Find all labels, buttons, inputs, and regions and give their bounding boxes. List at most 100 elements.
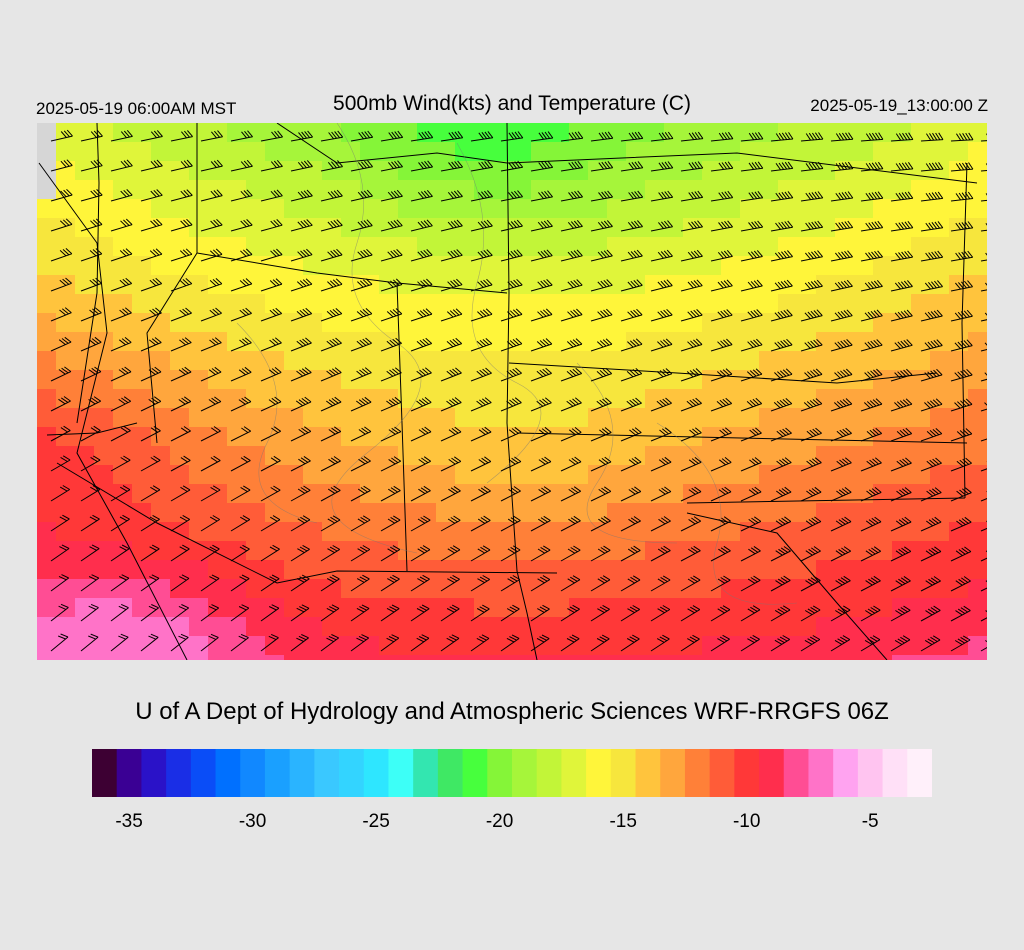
temperature-cell [683, 389, 703, 409]
temperature-cell [227, 351, 247, 371]
temperature-cell [455, 389, 475, 409]
temperature-cell [284, 446, 304, 466]
temperature-cell [246, 427, 266, 447]
temperature-cell [246, 598, 266, 618]
wind-barb [530, 308, 553, 322]
temperature-cell [398, 275, 418, 295]
temperature-cell [683, 142, 703, 162]
temperature-cell [645, 655, 665, 660]
temperature-cell [417, 522, 437, 542]
temperature-cell [436, 427, 456, 447]
colorbar-swatch [586, 749, 612, 797]
temperature-cell [113, 408, 133, 428]
wind-barb [200, 544, 220, 562]
temperature-cell [759, 180, 779, 200]
wind-barb [230, 307, 252, 322]
temperature-cell [284, 256, 304, 276]
temperature-cell [512, 332, 532, 352]
wind-barb [530, 515, 551, 532]
temperature-cell [835, 617, 855, 637]
temperature-cell [322, 351, 342, 371]
wind-barb [230, 337, 252, 352]
temperature-cell [455, 503, 475, 523]
temperature-cell [835, 370, 855, 390]
wind-barb [500, 426, 522, 442]
temperature-cell [531, 465, 551, 485]
temperature-cell [531, 389, 551, 409]
temperature-cell [626, 256, 646, 276]
temperature-cell [360, 180, 380, 200]
wind-barb [290, 396, 312, 412]
wind-barb [980, 640, 987, 652]
temperature-cell [664, 256, 684, 276]
temperature-cell [94, 541, 114, 561]
temperature-cell [645, 351, 665, 371]
wind-barb [110, 544, 130, 562]
temperature-cell [664, 180, 684, 200]
temperature-cell [303, 294, 323, 314]
temperature-cell [797, 522, 817, 542]
wind-barb [740, 427, 762, 442]
temperature-cell [968, 294, 987, 314]
wind-barb [710, 249, 733, 262]
wind-barb [290, 634, 309, 652]
wind-barb [230, 574, 250, 592]
wind-barb [170, 278, 193, 292]
temperature-cell [189, 579, 209, 599]
temperature-cell [360, 142, 380, 162]
wind-barb [590, 190, 613, 202]
temperature-cell [246, 579, 266, 599]
temperature-cell [816, 522, 836, 542]
temperature-cell [132, 617, 152, 637]
temperature-cell [246, 465, 266, 485]
wind-barb [170, 544, 190, 562]
temperature-cell [493, 408, 513, 428]
wind-barb [740, 486, 762, 502]
wind-barb [50, 603, 69, 622]
temperature-cell [360, 636, 380, 656]
wind-barb [770, 161, 794, 172]
wind-barb [50, 277, 72, 292]
temperature-cell [949, 541, 969, 561]
temperature-cell [436, 256, 456, 276]
temperature-cell [379, 522, 399, 542]
temperature-cell [94, 123, 114, 143]
temperature-cell [854, 218, 874, 238]
temperature-cell [189, 237, 209, 257]
wind-barb [740, 575, 761, 592]
wind-barb [740, 397, 763, 412]
temperature-cell [208, 313, 228, 333]
temperature-cell [588, 408, 608, 428]
temperature-cell [683, 465, 703, 485]
temperature-cell [341, 503, 361, 523]
temperature-cell [512, 218, 532, 238]
wind-barb [920, 191, 944, 202]
temperature-cell [816, 218, 836, 238]
wind-barb [200, 485, 221, 502]
temperature-cell [75, 503, 95, 523]
temperature-cell [550, 332, 570, 352]
wind-barb [230, 130, 253, 142]
temperature-cell [569, 503, 589, 523]
temperature-cell [778, 123, 798, 143]
temperature-cell [265, 370, 285, 390]
temperature-cell [56, 256, 76, 276]
temperature-cell [512, 579, 532, 599]
temperature-cell [626, 579, 646, 599]
wind-barb [620, 634, 640, 652]
temperature-cell [170, 408, 190, 428]
temperature-cell [94, 636, 114, 656]
wind-barb [200, 426, 221, 442]
wind-barb [200, 307, 222, 322]
temperature-cell [151, 617, 171, 637]
temperature-cell [702, 427, 722, 447]
wind-barb [260, 396, 282, 412]
wind-barb [380, 367, 402, 382]
wind-barb [320, 160, 343, 172]
temperature-cell [341, 617, 361, 637]
temperature-cell [968, 484, 987, 504]
wind-barb [770, 309, 793, 322]
temperature-cell [683, 408, 703, 428]
temperature-cell [607, 237, 627, 257]
temperature-cell [284, 180, 304, 200]
